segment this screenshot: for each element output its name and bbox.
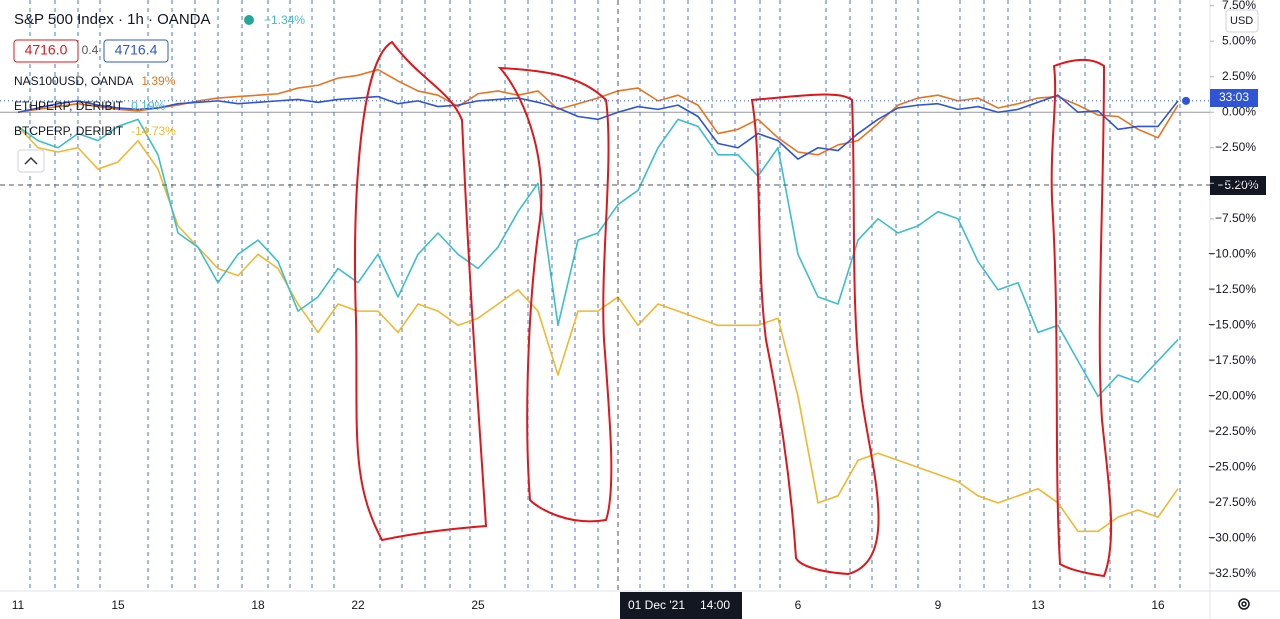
legend-change: -14.73% [131, 124, 176, 138]
y-tick-label: −17.50% [1208, 353, 1256, 367]
legend-name: BTCPERP, DERIBIT [14, 124, 124, 138]
crosshair-date: 01 Dec '21 [628, 598, 685, 612]
bid-box[interactable] [13, 39, 79, 63]
series-line [17, 118, 1179, 398]
y-tick-label: −5.00% [1215, 175, 1256, 189]
y-tick-label: −15.00% [1208, 318, 1256, 332]
crosshair-value-box [1210, 176, 1266, 195]
y-tick-label: −20.00% [1208, 389, 1256, 403]
x-tick-label: 22 [351, 598, 365, 612]
change: −1.34% [264, 13, 305, 27]
series-line [17, 94, 1179, 160]
y-tick-label: −22.50% [1208, 424, 1256, 438]
x-tick-label: 13 [1031, 598, 1045, 612]
legend-name: NAS100USD, OANDA [14, 74, 133, 88]
legend-change: 1.39% [141, 74, 175, 88]
y-tick-label: 7.50% [1222, 0, 1256, 12]
x-tick-label: 25 [471, 598, 485, 612]
y-tick-label: 2.50% [1222, 69, 1256, 83]
spread: 0.4 [82, 43, 99, 57]
crosshair-date-box [620, 592, 742, 619]
collapse-icon [24, 156, 38, 165]
status-dot [244, 15, 254, 25]
annotation-loops [354, 40, 1113, 578]
ask-box[interactable] [103, 39, 169, 63]
y-tick-label: −7.50% [1215, 211, 1256, 225]
bid[interactable]: 4716.0 [25, 42, 68, 58]
x-tick-label: 18 [251, 598, 265, 612]
y-tick-label: 5.00% [1222, 33, 1256, 47]
x-tick-label: 9 [935, 598, 942, 612]
x-tick-label: 6 [795, 598, 802, 612]
x-tick-label: 15 [111, 598, 125, 612]
y-tick-label: −25.00% [1208, 460, 1256, 474]
y-tick-label: −2.50% [1215, 140, 1256, 154]
y-tick-label: 0.00% [1222, 104, 1256, 118]
y-tick-label: −10.00% [1208, 246, 1256, 260]
x-tick-label: 11 [12, 598, 25, 612]
currency-select[interactable] [1225, 9, 1259, 33]
ask[interactable]: 4716.4 [115, 42, 158, 58]
series-line [17, 125, 1179, 533]
crosshair-value: −5.20% [1217, 178, 1258, 192]
countdown-box [1210, 89, 1258, 107]
y-tick-label: −12.50% [1208, 282, 1256, 296]
legend-change: 0.19% [131, 99, 165, 113]
chart-title: S&P 500 Index · 1h · OANDA [14, 11, 211, 28]
currency[interactable]: USD [1230, 15, 1253, 27]
legend-name: ETHPERP, DERIBIT [14, 99, 124, 113]
last-point [1182, 96, 1190, 105]
y-tick-label: −32.50% [1208, 566, 1256, 580]
collapse-button[interactable] [17, 149, 45, 173]
settings-gear[interactable] [1238, 598, 1250, 610]
x-tick-label: 16 [1151, 598, 1165, 612]
y-tick-label: −30.00% [1208, 531, 1256, 545]
crosshair-time: 14:00 [700, 598, 730, 612]
y-tick-label: −27.50% [1208, 495, 1256, 509]
countdown: 33:03 [1219, 90, 1249, 104]
